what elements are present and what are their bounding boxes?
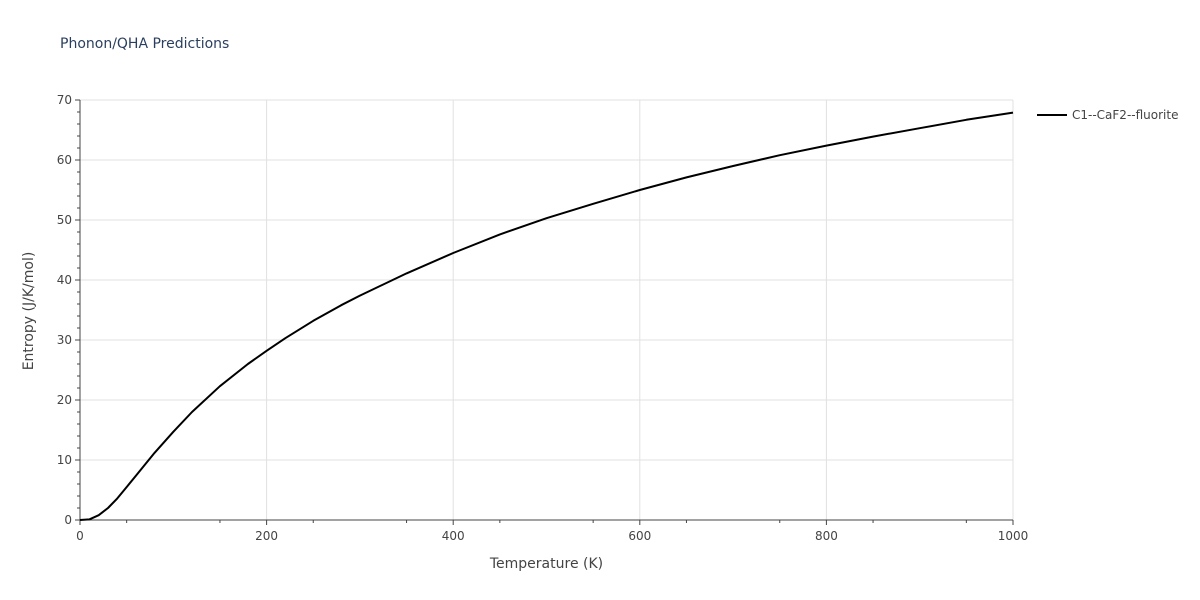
y-tick-label: 70	[57, 93, 72, 107]
x-axis-label: Temperature (K)	[489, 556, 603, 572]
x-tick-label: 800	[815, 529, 838, 543]
x-tick-label: 400	[442, 529, 465, 543]
y-tick-label: 30	[57, 333, 72, 347]
legend-item-label: C1--CaF2--fluorite	[1072, 108, 1178, 122]
y-tick-label: 50	[57, 213, 72, 227]
x-tick-label: 0	[76, 529, 84, 543]
y-tick-label: 40	[57, 273, 72, 287]
chart-title: Phonon/QHA Predictions	[60, 36, 230, 52]
x-tick-label: 200	[255, 529, 278, 543]
y-axis-label: Entropy (J/K/mol)	[21, 252, 37, 371]
legend[interactable]: C1--CaF2--fluorite	[1037, 108, 1178, 122]
y-tick-label: 60	[57, 153, 72, 167]
series-layer	[79, 111, 1014, 521]
y-tick-label: 10	[57, 453, 72, 467]
series-line	[79, 111, 1014, 521]
y-tick-label: 20	[57, 393, 72, 407]
x-tick-label: 600	[628, 529, 651, 543]
x-tick-label: 1000	[998, 529, 1029, 543]
axes-layer: 0 200 400 600 800 1000 0 10 20 30 40 50 60 70	[57, 93, 1029, 543]
grid-layer	[80, 99, 1014, 520]
y-tick-label: 0	[64, 513, 72, 527]
